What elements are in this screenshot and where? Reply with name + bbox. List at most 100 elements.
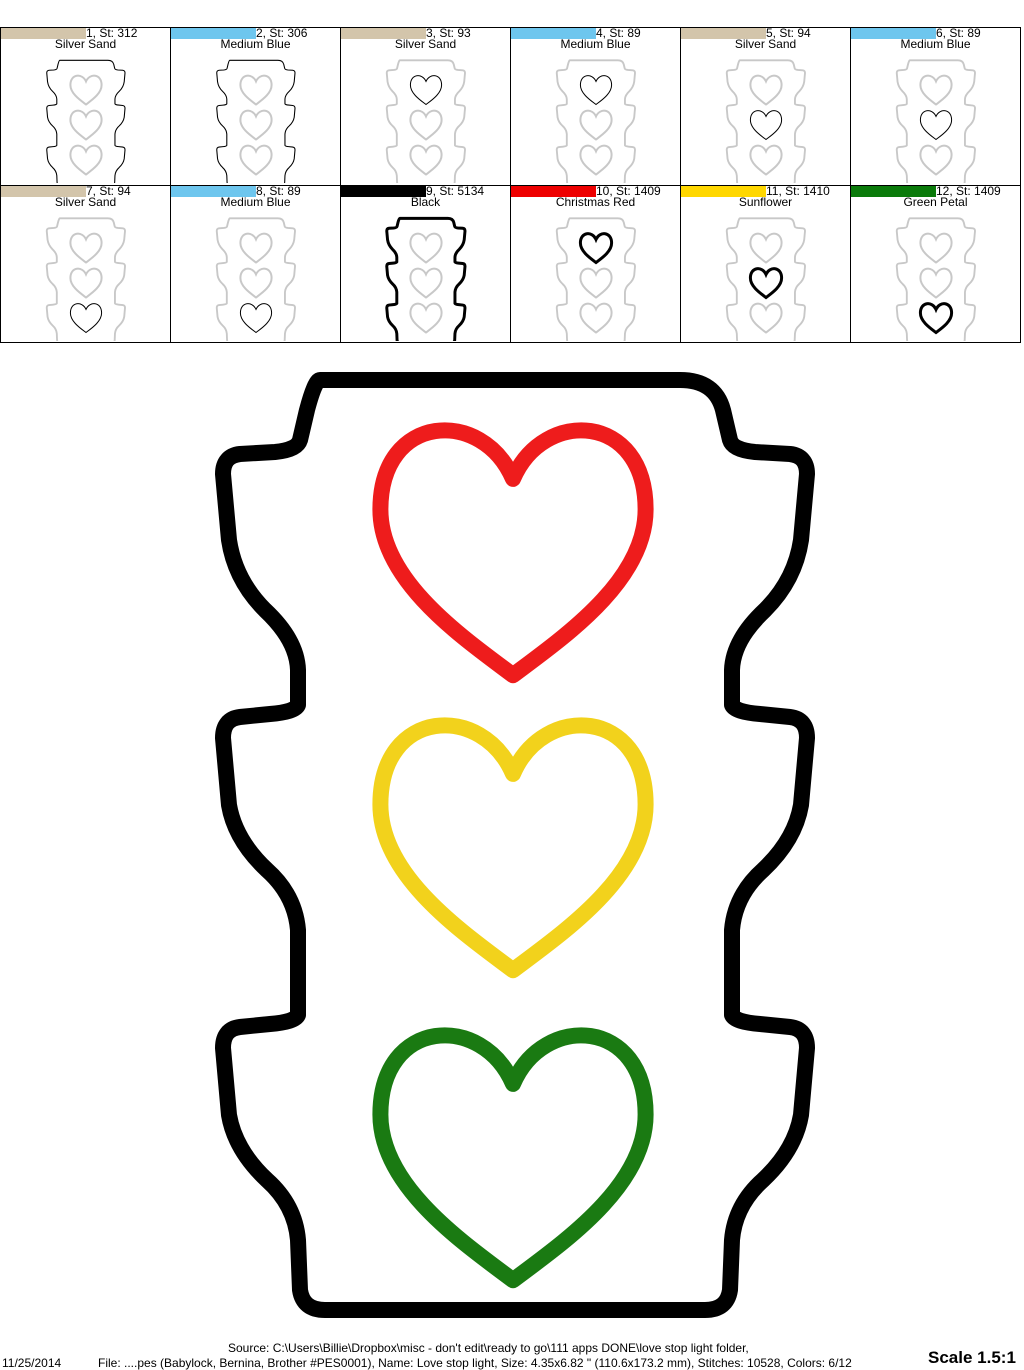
swatch-number: 10, St: 1409 bbox=[596, 185, 661, 198]
thumb-heart bbox=[239, 302, 273, 333]
swatch-color-bar bbox=[511, 185, 596, 197]
swatch-cell: 6, St: 89 Medium Blue bbox=[851, 28, 1021, 186]
thumb-heart bbox=[579, 109, 613, 141]
swatch-cell: 10, St: 1409 Christmas Red bbox=[511, 185, 681, 343]
swatch-thumbnail bbox=[555, 216, 636, 341]
swatch-name: Christmas Red bbox=[555, 194, 636, 209]
thumb-outline bbox=[725, 216, 806, 341]
swatch-cell: 3, St: 93 Silver Sand bbox=[341, 28, 511, 186]
thumb-heart bbox=[749, 110, 783, 141]
thumb-outline bbox=[725, 59, 806, 183]
swatch-name: Black bbox=[410, 194, 441, 209]
scale-label: Scale 1.5:1 bbox=[928, 1348, 1016, 1367]
swatch-color-bar bbox=[681, 28, 766, 39]
swatch-cell: 7, St: 94 Silver Sand bbox=[1, 185, 171, 343]
swatch-cell: 9, St: 5134 Black bbox=[341, 185, 511, 343]
thumb-heart bbox=[749, 144, 783, 176]
swatch-name: Medium Blue bbox=[220, 194, 291, 209]
thumb-heart bbox=[409, 109, 443, 141]
swatch-cell: 11, St: 1410 Sunflower bbox=[681, 185, 851, 343]
heart-green bbox=[372, 1027, 654, 1289]
thumb-heart bbox=[919, 267, 953, 299]
thumb-heart bbox=[919, 110, 953, 141]
thumb-heart bbox=[409, 302, 443, 334]
thumb-heart bbox=[239, 232, 273, 264]
swatch-name: Green Petal bbox=[903, 194, 968, 209]
thumb-heart bbox=[919, 232, 953, 264]
swatch-thumbnail bbox=[725, 59, 806, 183]
swatch-color-bar bbox=[1, 28, 86, 39]
thumb-heart bbox=[69, 144, 103, 176]
swatch-thumbnail bbox=[216, 59, 296, 183]
swatch-cell: 5, St: 94 Silver Sand bbox=[681, 28, 851, 186]
swatch-name: Medium Blue bbox=[560, 37, 631, 51]
thumb-heart bbox=[749, 302, 783, 334]
stop-light-design bbox=[215, 372, 815, 1318]
thumb-outline bbox=[385, 59, 466, 183]
swatch-name: Sunflower bbox=[738, 194, 793, 209]
thumb-heart bbox=[579, 302, 613, 334]
swatch-number: 3, St: 93 bbox=[426, 28, 471, 40]
swatch-thumbnail bbox=[725, 216, 806, 341]
swatch-thumbnail bbox=[895, 59, 976, 183]
swatch-cell: 12, St: 1409 Green Petal bbox=[851, 185, 1021, 343]
swatch-number: 2, St: 306 bbox=[256, 28, 308, 40]
swatch-color-bar bbox=[341, 28, 426, 39]
color-swatch-grid: 1, St: 312 Silver Sand 2, St: 306 Medium Bl… bbox=[0, 27, 1021, 343]
thumb-heart bbox=[749, 74, 783, 106]
swatch-color-bar bbox=[851, 28, 936, 39]
swatch-name: Medium Blue bbox=[900, 37, 971, 51]
swatch-color-bar bbox=[1, 185, 86, 197]
thumb-heart bbox=[578, 231, 614, 264]
swatch-name: Silver Sand bbox=[394, 37, 457, 51]
swatch-number: 7, St: 94 bbox=[86, 185, 131, 198]
swatch-number: 6, St: 89 bbox=[936, 28, 981, 40]
swatch-cell: 8, St: 89 Medium Blue bbox=[171, 185, 341, 343]
thumb-outline bbox=[215, 216, 296, 341]
heart-yellow bbox=[372, 717, 654, 979]
swatch-name: Silver Sand bbox=[54, 194, 117, 209]
thumb-heart bbox=[748, 266, 784, 299]
thumb-heart bbox=[579, 144, 613, 176]
thumb-outline bbox=[385, 216, 467, 341]
swatch-thumbnail bbox=[45, 216, 126, 341]
swatch-thumbnail bbox=[46, 59, 126, 183]
swatch-thumbnail bbox=[385, 216, 467, 341]
thumb-heart bbox=[69, 267, 103, 299]
thumb-outline bbox=[895, 59, 976, 183]
swatch-cell: 2, St: 306 Medium Blue bbox=[171, 28, 341, 186]
swatch-color-bar bbox=[511, 28, 596, 39]
swatch-number: 8, St: 89 bbox=[256, 185, 301, 198]
thumb-heart bbox=[919, 144, 953, 176]
swatch-thumbnail bbox=[215, 216, 296, 341]
swatch-color-bar bbox=[171, 28, 256, 39]
swatch-number: 12, St: 1409 bbox=[936, 185, 1001, 198]
thumb-heart bbox=[409, 75, 443, 106]
thumb-heart bbox=[69, 232, 103, 264]
thumb-outline bbox=[555, 216, 636, 341]
swatch-color-bar bbox=[171, 185, 256, 197]
swatch-color-bar bbox=[681, 185, 766, 197]
thumb-outline bbox=[555, 59, 636, 183]
thumb-heart bbox=[239, 267, 273, 299]
swatch-thumbnail bbox=[895, 216, 976, 341]
thumb-heart bbox=[409, 267, 443, 299]
thumb-heart bbox=[69, 109, 103, 141]
swatch-thumbnail bbox=[555, 59, 636, 183]
swatch-name: Medium Blue bbox=[220, 37, 291, 51]
swatch-color-bar bbox=[851, 185, 936, 197]
swatch-cell: 1, St: 312 Silver Sand bbox=[1, 28, 171, 186]
source-path: Source: C:\Users\Billie\Dropbox\misc - d… bbox=[228, 1341, 749, 1355]
thumb-heart bbox=[69, 302, 103, 333]
swatch-name: Silver Sand bbox=[734, 37, 797, 51]
thumb-outline bbox=[216, 59, 296, 183]
heart-red bbox=[372, 422, 654, 684]
thumb-heart bbox=[239, 109, 273, 141]
swatch-color-bar bbox=[341, 185, 426, 197]
thumb-heart bbox=[239, 144, 273, 176]
thumb-heart bbox=[579, 75, 613, 106]
thumb-outline bbox=[895, 216, 976, 341]
swatch-number: 4, St: 89 bbox=[596, 28, 641, 40]
thumb-heart bbox=[749, 232, 783, 264]
swatch-number: 1, St: 312 bbox=[86, 28, 138, 40]
